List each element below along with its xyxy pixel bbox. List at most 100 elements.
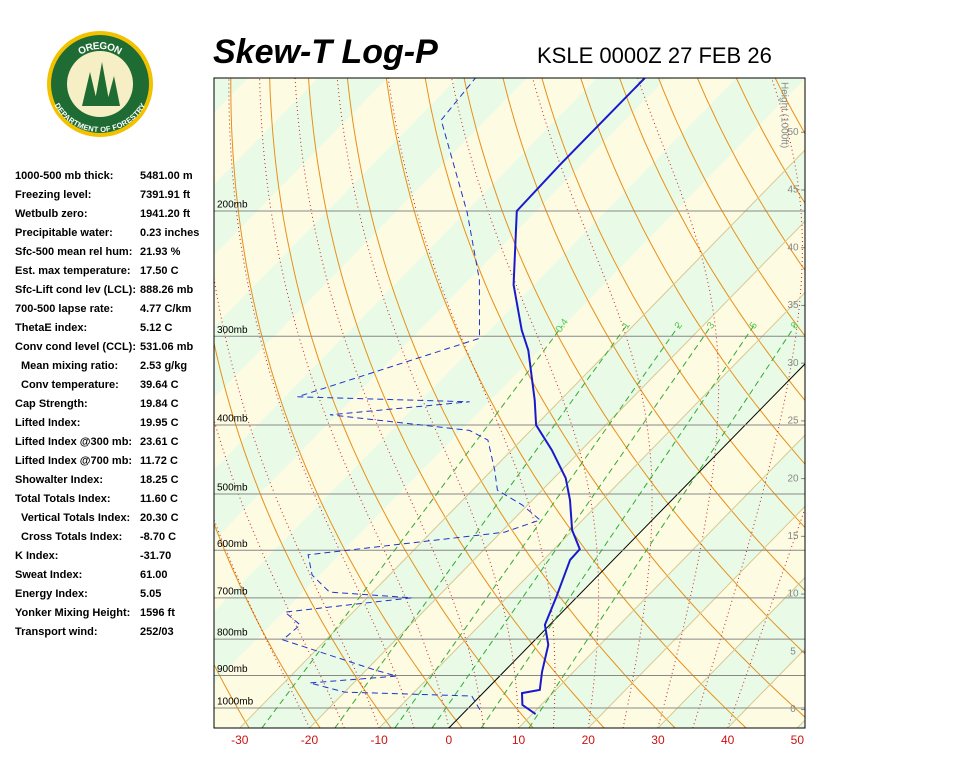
stat-value: 21.93 %: [140, 246, 181, 258]
pressure-label: 800mb: [217, 628, 248, 639]
isotherm: [587, 505, 805, 728]
chart-title: Skew-T Log-P: [213, 33, 438, 71]
stat-value: 39.64 C: [140, 379, 179, 391]
moist-adiabat: [214, 518, 310, 728]
height-tick-label: 10: [787, 589, 799, 600]
pressure-label: 900mb: [217, 664, 248, 675]
height-tick-label: 0: [790, 704, 796, 715]
stat-label: Lifted Index @700 mb:: [15, 455, 132, 467]
isotherm: [796, 719, 805, 728]
chart-subtitle: KSLE 0000Z 27 FEB 26: [537, 43, 772, 68]
dry-adiabat: [892, 78, 960, 728]
stat-value: 2.53 g/kg: [140, 360, 187, 372]
stat-label: Sweat Index:: [15, 569, 82, 581]
stat-label: Sfc-500 mean rel hum:: [15, 246, 132, 258]
stat-label: Energy Index:: [15, 588, 88, 600]
pressure-label: 600mb: [217, 539, 248, 550]
stat-label: Vertical Totals Index:: [21, 512, 130, 524]
mixing-ratio-label: 3: [705, 320, 717, 331]
stat-label: K Index:: [15, 550, 58, 562]
stat-label: Sfc-Lift cond lev (LCL):: [15, 284, 136, 296]
isotherm: [378, 291, 805, 728]
mixing-ratio-label: 8: [789, 320, 801, 331]
mixing-ratio-line: [394, 325, 680, 728]
height-tick-label: 50: [787, 127, 799, 138]
dry-adiabat: [931, 78, 960, 728]
stat-value: 0.23 inches: [140, 227, 199, 239]
height-tick-label: 40: [787, 242, 799, 253]
dry-adiabat: [580, 78, 805, 465]
temperature-band: [214, 78, 805, 684]
stat-label: Cap Strength:: [15, 398, 88, 410]
stat-value: 7391.91 ft: [140, 189, 190, 201]
dry-adiabat: [735, 78, 805, 204]
stat-label: Est. max temperature:: [15, 265, 131, 277]
x-tick-label: 50: [791, 733, 805, 747]
height-tick-label: 45: [787, 185, 799, 196]
stat-value: 19.84 C: [140, 398, 179, 410]
stat-value: 1596 ft: [140, 607, 175, 619]
temperature-band: [214, 78, 667, 541]
stat-label: Lifted Index @300 mb:: [15, 436, 132, 448]
temperature-trace: [512, 78, 646, 715]
dry-adiabat: [346, 78, 676, 728]
stat-label: 700-500 lapse rate:: [15, 303, 113, 315]
x-tick-label: 10: [512, 733, 526, 747]
x-tick-label: -20: [301, 733, 319, 747]
logo-top-text: OREGON: [76, 40, 123, 57]
stat-value: 888.26 mb: [140, 284, 193, 296]
dry-adiabat: [853, 78, 960, 728]
stat-label: 1000-500 mb thick:: [15, 170, 113, 182]
dry-adiabat: [463, 78, 805, 655]
temperature-band: [214, 78, 528, 399]
dry-adiabat: [814, 78, 960, 728]
pressure-label: 700mb: [217, 586, 248, 597]
plot-frame: [213, 77, 806, 729]
pressure-label: 300mb: [217, 325, 248, 336]
height-tick-label: 20: [787, 473, 799, 484]
dry-adiabat: [424, 78, 805, 718]
dry-adiabat: [502, 78, 805, 592]
stat-label: Yonker Mixing Height:: [15, 607, 130, 619]
isotherm: [239, 149, 805, 728]
logo: OREGON DEPARTMENT OF FORESTRY: [47, 31, 153, 137]
dry-adiabat: [385, 78, 747, 728]
stat-value: 23.61 C: [140, 436, 179, 448]
temperature-band: [797, 720, 805, 728]
height-tick-label: 30: [787, 358, 799, 369]
isotherm: [657, 576, 805, 728]
mixing-ratio-line: [528, 325, 796, 728]
height-tick-label: 5: [790, 646, 796, 657]
height-tick-label: 25: [787, 416, 799, 427]
moist-adiabat: [214, 274, 380, 728]
stat-label: Precipitable water:: [15, 227, 113, 239]
mixing-ratio-label: 2: [673, 320, 685, 331]
isotherm: [309, 220, 805, 728]
stat-label: Wetbulb zero:: [15, 208, 88, 220]
pressure-label: 200mb: [217, 200, 248, 211]
x-tick-label: -10: [371, 733, 389, 747]
isotherm: [518, 434, 805, 728]
mixing-ratio-line: [334, 325, 627, 728]
x-tick-label: 30: [651, 733, 665, 747]
stat-value: 5481.00 m: [140, 170, 193, 182]
stat-value: 252/03: [140, 626, 174, 638]
stat-value: 18.25 C: [140, 474, 179, 486]
dry-adiabat: [230, 78, 463, 728]
dry-adiabat: [308, 78, 605, 728]
dry-adiabat: [658, 78, 805, 337]
x-tick-label: 0: [446, 733, 453, 747]
height-tick-label: 35: [787, 300, 799, 311]
pressure-label: 400mb: [217, 414, 248, 425]
dry-adiabat: [619, 78, 805, 402]
logo-top: OREGON: [76, 40, 123, 57]
stat-value: -31.70: [140, 550, 171, 562]
x-tick-label: 20: [582, 733, 596, 747]
stat-label: Conv temperature:: [21, 379, 119, 391]
x-tick-label: 40: [721, 733, 735, 747]
stat-value: 11.60 C: [140, 493, 178, 505]
stat-label: Lifted Index:: [15, 417, 80, 429]
stat-value: -8.70 C: [140, 531, 176, 543]
pressure-label: 1000mb: [217, 697, 254, 708]
